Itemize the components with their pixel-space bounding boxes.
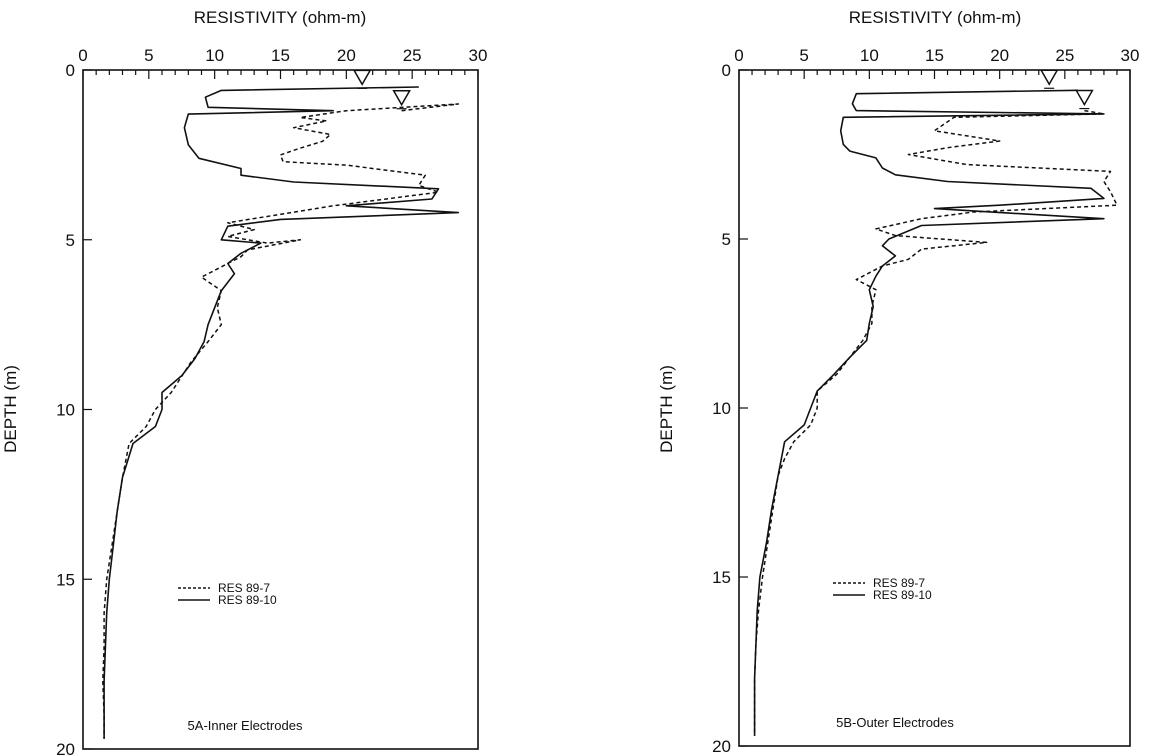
y-tick-label: 0 <box>722 61 731 80</box>
x-axis-title: RESISTIVITY (ohm-m) <box>194 8 367 27</box>
x-tick-label: 25 <box>1055 46 1074 65</box>
water-table-marker <box>1039 69 1059 86</box>
series-line-res-89-7 <box>102 103 460 739</box>
water-table-markers <box>1039 69 1094 110</box>
tick-labels: 0 5 10 15 20 25 30 0 5 10 15 20 <box>56 46 487 756</box>
x-tick-label: 15 <box>925 46 944 65</box>
y-tick-label: 5 <box>722 230 731 249</box>
x-tick-label: 30 <box>1121 46 1140 65</box>
x-tick-label: 5 <box>799 46 808 65</box>
x-tick-label: 10 <box>205 46 224 65</box>
series-layer <box>753 89 1118 736</box>
x-axis-title: RESISTIVITY (ohm-m) <box>849 8 1022 27</box>
plot-frame <box>82 69 479 750</box>
y-tick-label: 10 <box>56 401 75 420</box>
water-table-marker <box>1075 89 1094 107</box>
panel-5a-inner-electrodes: RESISTIVITY (ohm-m) DEPTH (m) 0 5 10 15 20 25… <box>1 8 487 756</box>
series-layer <box>102 86 460 739</box>
y-tick-label: 20 <box>56 740 75 756</box>
water-table-marker <box>392 89 411 107</box>
y-tick-label: 15 <box>712 568 731 587</box>
x-tick-label: 0 <box>78 46 87 65</box>
tick-labels: 0 5 10 15 20 25 30 0 5 10 15 20 <box>712 46 1139 756</box>
legend-label: RES 89-7 <box>218 581 270 595</box>
series-line-res-89-10 <box>753 89 1105 736</box>
y-axis-title: DEPTH (m) <box>1 365 20 453</box>
y-tick-label: 0 <box>66 61 75 80</box>
legend-label: RES 89-10 <box>873 588 932 602</box>
y-tick-label: 5 <box>66 231 75 250</box>
x-tick-label: 10 <box>860 46 879 65</box>
y-tick-label: 10 <box>712 399 731 418</box>
legend-label: RES 89-10 <box>218 593 277 607</box>
legend-label: RES 89-7 <box>873 576 925 590</box>
x-tick-label: 15 <box>271 46 290 65</box>
tick-marks <box>738 69 1131 747</box>
tick-marks <box>82 69 479 750</box>
panel-caption: 5B-Outer Electrodes <box>836 715 954 730</box>
panel-caption: 5A-Inner Electrodes <box>188 718 303 733</box>
x-tick-label: 30 <box>469 46 488 65</box>
panel-5b-outer-electrodes: RESISTIVITY (ohm-m) DEPTH (m) 0 5 10 15 20 25… <box>657 8 1139 756</box>
x-tick-label: 25 <box>403 46 422 65</box>
series-line-res-89-7 <box>753 109 1118 736</box>
series-line-res-89-10 <box>103 86 460 739</box>
x-tick-label: 5 <box>144 46 153 65</box>
y-tick-label: 20 <box>712 737 731 756</box>
y-axis-title: DEPTH (m) <box>657 365 676 453</box>
x-tick-label: 0 <box>734 46 743 65</box>
y-tick-label: 15 <box>56 570 75 589</box>
plot-frame <box>738 69 1131 747</box>
water-table-marker <box>352 69 372 86</box>
x-tick-label: 20 <box>990 46 1009 65</box>
water-table-markers <box>352 69 411 110</box>
x-tick-label: 20 <box>337 46 356 65</box>
